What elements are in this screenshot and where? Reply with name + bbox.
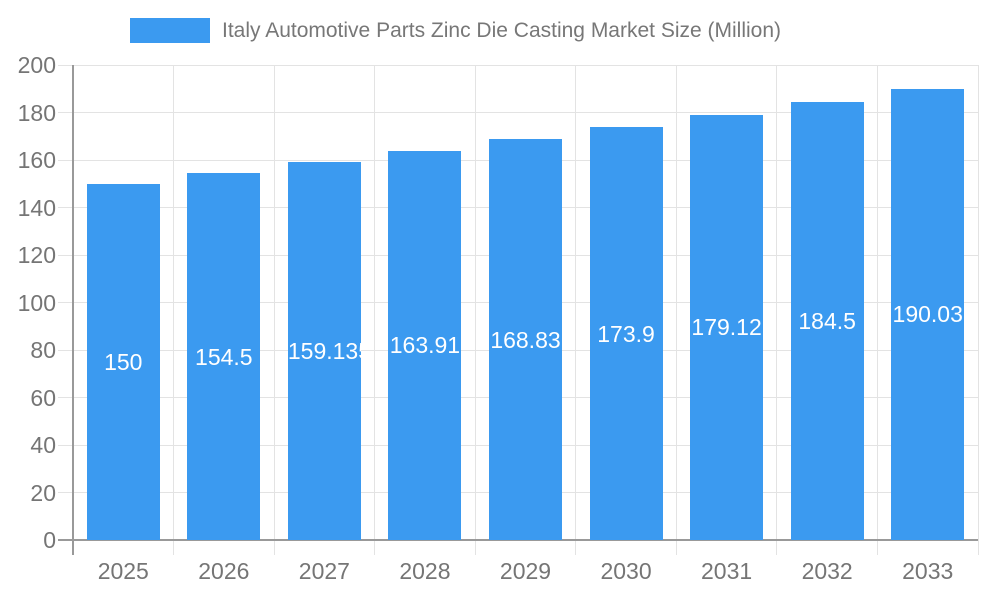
bar[interactable]: 173.9 [589, 127, 663, 540]
plot-area: 150 154.5 159.135 163.91 168.83 173.9 179.12 18… [18, 52, 979, 584]
y-axis-tick-label: 60 [30, 384, 56, 411]
y-axis-tick-label: 140 [17, 194, 56, 221]
bar[interactable]: 184.5 [790, 101, 864, 540]
bar-value-label: 190.03 [892, 301, 963, 328]
x-axis-tick-label: 2025 [97, 558, 149, 584]
x-axis-tick-label: 2029 [499, 558, 552, 584]
x-axis-tick-label: 2027 [298, 558, 350, 584]
x-axis-tick-label: 2030 [600, 558, 652, 584]
bar-value-label: 173.9 [597, 320, 655, 347]
y-axis-tick-label: 180 [17, 99, 56, 126]
v-gridline [273, 65, 275, 555]
x-axis-tick-label: 2032 [801, 558, 853, 584]
bar-value-label: 150 [104, 348, 143, 375]
x-axis-line [58, 539, 978, 541]
legend-swatch[interactable] [130, 18, 210, 43]
v-gridline [776, 65, 778, 555]
bar-value-label: 184.5 [798, 307, 856, 334]
y-axis-tick-label: 20 [30, 479, 56, 506]
v-gridline [876, 65, 878, 555]
bar[interactable]: 179.12 [690, 114, 764, 540]
y-axis-tick-label: 120 [17, 242, 56, 268]
v-gridline [474, 65, 476, 555]
v-gridline [173, 65, 175, 555]
x-axis-tick-label: 2031 [701, 558, 753, 584]
bar[interactable]: 168.83 [489, 139, 562, 540]
v-gridline [374, 65, 376, 555]
h-gridline [58, 64, 978, 66]
bar[interactable]: 163.91 [388, 150, 462, 540]
bar-value-label: 159.135 [287, 338, 361, 365]
bar[interactable]: 154.5 [187, 173, 261, 540]
bar[interactable]: 190.03 [891, 88, 965, 540]
bar-value-label: 154.5 [195, 343, 253, 370]
legend-label: Italy Automotive Parts Zinc Die Casting … [222, 19, 782, 42]
bar-value-label: 179.12 [691, 314, 762, 341]
h-gridline [58, 112, 978, 113]
v-gridline [977, 65, 979, 555]
bar-value-label: 168.83 [490, 326, 561, 353]
v-gridline [675, 65, 677, 555]
y-axis-line [72, 65, 74, 555]
bar-value-label: 163.91 [389, 332, 461, 359]
x-axis-tick-label: 2028 [399, 558, 451, 584]
y-axis-tick-label: 100 [17, 289, 56, 316]
v-gridline [575, 65, 577, 555]
y-axis-tick-label: 0 [43, 527, 56, 553]
x-axis-tick-label: 2033 [902, 558, 954, 584]
y-axis-tick-label: 40 [30, 432, 56, 458]
y-axis-tick-label: 160 [17, 147, 56, 173]
bar[interactable]: 150 [86, 183, 160, 540]
x-axis-tick-label: 2026 [198, 558, 250, 584]
bar[interactable]: 159.135 [287, 162, 361, 540]
y-axis-tick-label: 80 [30, 337, 56, 363]
y-axis-tick-label: 200 [17, 52, 56, 78]
